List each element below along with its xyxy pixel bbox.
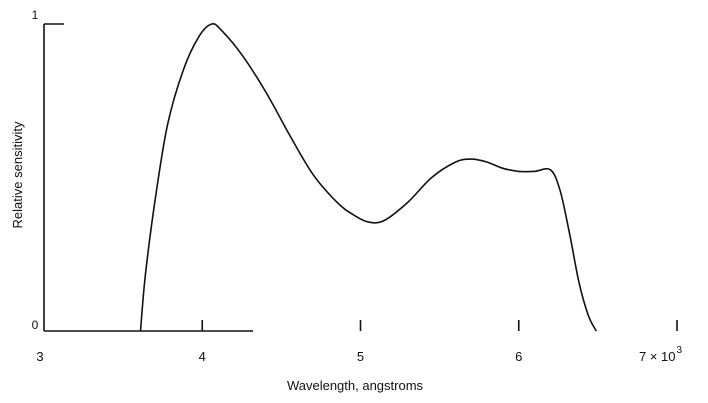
series [139, 22, 598, 332]
x-tick-exponent: 3 [677, 345, 683, 356]
x-tick-label: 5 [357, 349, 364, 364]
x-tick-label: 7 × 10 [639, 349, 676, 364]
ticks [201, 320, 678, 331]
axes [43, 23, 253, 332]
y-axis-label: Relative sensitivity [10, 121, 25, 228]
x-tick-label: 6 [515, 349, 522, 364]
x-axis-label: Wavelength, angstroms [287, 378, 424, 393]
y-tick-label: 1 [32, 8, 39, 22]
x-tick-label: 4 [199, 349, 206, 364]
sensitivity-curve [139, 22, 598, 332]
y-tick-label: 0 [32, 318, 39, 332]
x-tick-label: 3 [36, 349, 43, 364]
